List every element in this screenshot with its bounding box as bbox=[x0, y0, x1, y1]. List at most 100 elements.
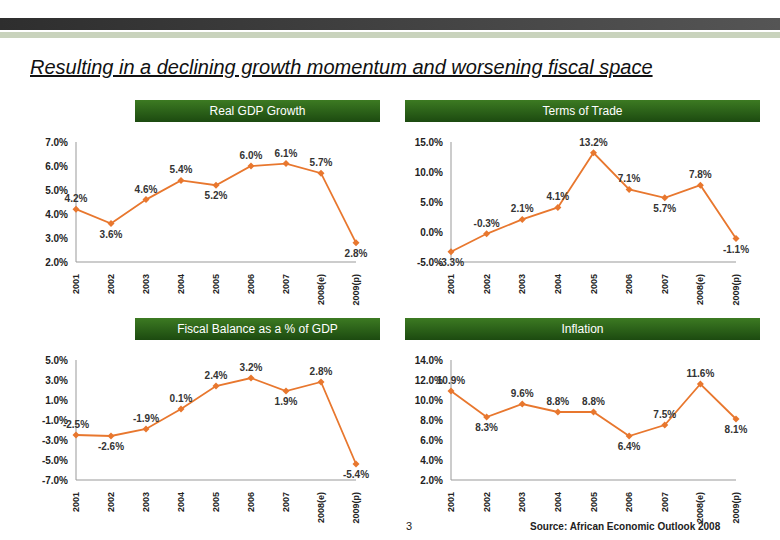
svg-text:-0.3%: -0.3% bbox=[474, 218, 500, 229]
svg-text:2007: 2007 bbox=[660, 492, 670, 512]
svg-text:2001: 2001 bbox=[446, 492, 456, 512]
svg-text:14.0%: 14.0% bbox=[415, 355, 443, 366]
svg-text:2007: 2007 bbox=[281, 274, 291, 294]
svg-text:2.8%: 2.8% bbox=[345, 248, 368, 259]
svg-text:2009(p): 2009(p) bbox=[731, 274, 741, 306]
svg-text:-3.3%: -3.3% bbox=[438, 257, 464, 268]
svg-text:15.0%: 15.0% bbox=[415, 137, 443, 148]
svg-text:2004: 2004 bbox=[176, 274, 186, 294]
svg-text:2004: 2004 bbox=[176, 492, 186, 512]
svg-text:5.7%: 5.7% bbox=[653, 203, 676, 214]
svg-text:7.1%: 7.1% bbox=[618, 173, 641, 184]
svg-text:2.1%: 2.1% bbox=[511, 203, 534, 214]
svg-text:6.0%: 6.0% bbox=[240, 150, 263, 161]
svg-text:10.0%: 10.0% bbox=[415, 395, 443, 406]
svg-text:2008(e): 2008(e) bbox=[316, 274, 326, 305]
svg-text:7.0%: 7.0% bbox=[45, 137, 68, 148]
svg-text:8.8%: 8.8% bbox=[546, 396, 569, 407]
svg-text:10.9%: 10.9% bbox=[437, 375, 465, 386]
svg-text:2008(e): 2008(e) bbox=[695, 492, 705, 523]
svg-text:7.5%: 7.5% bbox=[653, 409, 676, 420]
svg-text:5.7%: 5.7% bbox=[310, 157, 333, 168]
svg-text:13.2%: 13.2% bbox=[579, 137, 607, 148]
html-text:Resulting in a declining growt: Resulting in a declining growth momentum… bbox=[30, 56, 653, 78]
svg-text:2009(p): 2009(p) bbox=[351, 492, 361, 524]
svg-text:9.6%: 9.6% bbox=[511, 388, 534, 399]
svg-text:0.0%: 0.0% bbox=[420, 227, 443, 238]
svg-text:2001: 2001 bbox=[71, 274, 81, 294]
svg-text:2003: 2003 bbox=[141, 274, 151, 294]
svg-text:2005: 2005 bbox=[211, 492, 221, 512]
html-text:Inflation: Inflation bbox=[561, 322, 604, 336]
svg-text:2.0%: 2.0% bbox=[45, 257, 68, 268]
svg-text:3.0%: 3.0% bbox=[45, 233, 68, 244]
svg-text:7.8%: 7.8% bbox=[689, 169, 712, 180]
svg-text:3.2%: 3.2% bbox=[240, 362, 263, 373]
svg-text:1.0%: 1.0% bbox=[45, 395, 68, 406]
svg-text:3.6%: 3.6% bbox=[100, 229, 123, 240]
html-text:Terms of Trade: Terms of Trade bbox=[542, 104, 623, 118]
svg-text:-3.0%: -3.0% bbox=[42, 435, 68, 446]
svg-text:2007: 2007 bbox=[660, 274, 670, 294]
svg-text:-1.9%: -1.9% bbox=[133, 413, 159, 424]
svg-text:2002: 2002 bbox=[106, 492, 116, 512]
svg-text:8.3%: 8.3% bbox=[475, 422, 498, 433]
svg-text:4.1%: 4.1% bbox=[546, 191, 569, 202]
html-text:Fiscal Balance as a % of GDP: Fiscal Balance as a % of GDP bbox=[177, 322, 338, 336]
svg-text:2008(e): 2008(e) bbox=[695, 274, 705, 305]
svg-text:2004: 2004 bbox=[553, 492, 563, 512]
svg-text:2.0%: 2.0% bbox=[420, 475, 443, 486]
svg-text:2002: 2002 bbox=[482, 274, 492, 294]
svg-text:-2.5%: -2.5% bbox=[63, 419, 89, 430]
svg-text:5.2%: 5.2% bbox=[205, 190, 228, 201]
svg-text:10.0%: 10.0% bbox=[415, 167, 443, 178]
svg-text:2003: 2003 bbox=[141, 492, 151, 512]
svg-text:4.6%: 4.6% bbox=[135, 184, 158, 195]
svg-text:2006: 2006 bbox=[624, 274, 634, 294]
svg-text:5.0%: 5.0% bbox=[45, 355, 68, 366]
svg-text:5.0%: 5.0% bbox=[45, 184, 68, 196]
svg-text:-1.1%: -1.1% bbox=[723, 244, 749, 255]
svg-text:8.0%: 8.0% bbox=[420, 415, 443, 426]
svg-text:2005: 2005 bbox=[211, 274, 221, 294]
html-text:Real GDP Growth: Real GDP Growth bbox=[209, 104, 306, 118]
svg-text:6.4%: 6.4% bbox=[618, 441, 641, 452]
svg-text:3.0%: 3.0% bbox=[45, 375, 68, 386]
svg-text:2005: 2005 bbox=[589, 492, 599, 512]
svg-text:8.8%: 8.8% bbox=[582, 396, 605, 407]
svg-text:6.0%: 6.0% bbox=[45, 161, 68, 172]
svg-text:2.8%: 2.8% bbox=[310, 366, 333, 377]
svg-text:2002: 2002 bbox=[482, 492, 492, 512]
svg-text:2003: 2003 bbox=[517, 492, 527, 512]
svg-text:-7.0%: -7.0% bbox=[42, 475, 68, 486]
svg-text:2.4%: 2.4% bbox=[205, 370, 228, 381]
svg-text:2002: 2002 bbox=[106, 274, 116, 294]
svg-text:-5.0%: -5.0% bbox=[42, 455, 68, 466]
svg-text:-5.0%: -5.0% bbox=[416, 256, 443, 268]
svg-text:1.9%: 1.9% bbox=[275, 396, 298, 407]
svg-text:5.4%: 5.4% bbox=[170, 164, 193, 175]
svg-text:4.0%: 4.0% bbox=[45, 209, 68, 220]
svg-text:6.1%: 6.1% bbox=[275, 148, 298, 159]
svg-text:5.0%: 5.0% bbox=[420, 197, 443, 208]
svg-text:2008(e): 2008(e) bbox=[316, 492, 326, 523]
svg-text:2006: 2006 bbox=[246, 274, 256, 294]
svg-text:2006: 2006 bbox=[246, 492, 256, 512]
svg-text:2009(p): 2009(p) bbox=[731, 492, 741, 524]
svg-text:2007: 2007 bbox=[281, 492, 291, 512]
svg-text:2001: 2001 bbox=[71, 492, 81, 512]
svg-text:2009(p): 2009(p) bbox=[351, 274, 361, 306]
svg-text:2006: 2006 bbox=[624, 492, 634, 512]
svg-text:0.1%: 0.1% bbox=[170, 393, 193, 404]
svg-text:4.2%: 4.2% bbox=[65, 193, 88, 204]
svg-text:-2.6%: -2.6% bbox=[98, 441, 124, 452]
svg-text:8.1%: 8.1% bbox=[725, 424, 748, 435]
svg-text:2004: 2004 bbox=[553, 274, 563, 294]
svg-text:2003: 2003 bbox=[517, 274, 527, 294]
svg-text:6.0%: 6.0% bbox=[420, 435, 443, 446]
svg-text:-5.4%: -5.4% bbox=[343, 469, 369, 480]
svg-text:2005: 2005 bbox=[589, 274, 599, 294]
svg-text:4.0%: 4.0% bbox=[420, 455, 443, 466]
svg-text:11.6%: 11.6% bbox=[686, 368, 714, 379]
svg-text:2001: 2001 bbox=[446, 274, 456, 294]
